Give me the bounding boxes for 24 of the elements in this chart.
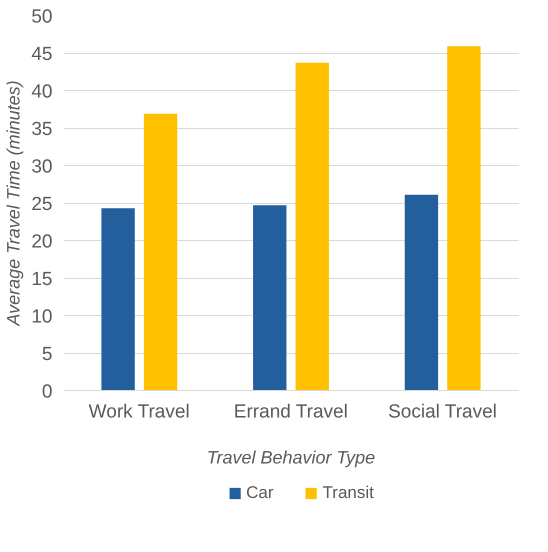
- y-tick-label: 5: [42, 344, 53, 365]
- x-tick-label: Social Travel: [388, 402, 497, 422]
- y-tick-label: 25: [31, 194, 53, 215]
- bar: [447, 46, 481, 390]
- y-tick-label: 45: [31, 44, 53, 65]
- legend-label: Car: [246, 482, 274, 502]
- y-tick-label: 15: [31, 269, 53, 290]
- y-tick-label: 10: [31, 306, 53, 328]
- y-tick-label: 30: [31, 156, 53, 178]
- y-tick-label: 0: [42, 382, 53, 402]
- y-tick-label: 40: [31, 82, 53, 102]
- y-tick-label: 20: [31, 232, 53, 252]
- bar: [101, 208, 135, 390]
- legend-label: Transit: [322, 482, 374, 502]
- y-axis-title: Average Travel Time (minutes): [3, 80, 24, 327]
- x-axis-title: Travel Behavior Type: [206, 448, 376, 468]
- bar: [253, 205, 286, 390]
- x-tick-label: Errand Travel: [234, 402, 348, 422]
- bar: [144, 114, 178, 390]
- bar: [404, 194, 438, 390]
- y-tick-label: 50: [31, 6, 53, 28]
- bar: [296, 62, 329, 390]
- x-tick-label: Work Travel: [88, 402, 190, 422]
- y-tick-label: 35: [31, 119, 53, 140]
